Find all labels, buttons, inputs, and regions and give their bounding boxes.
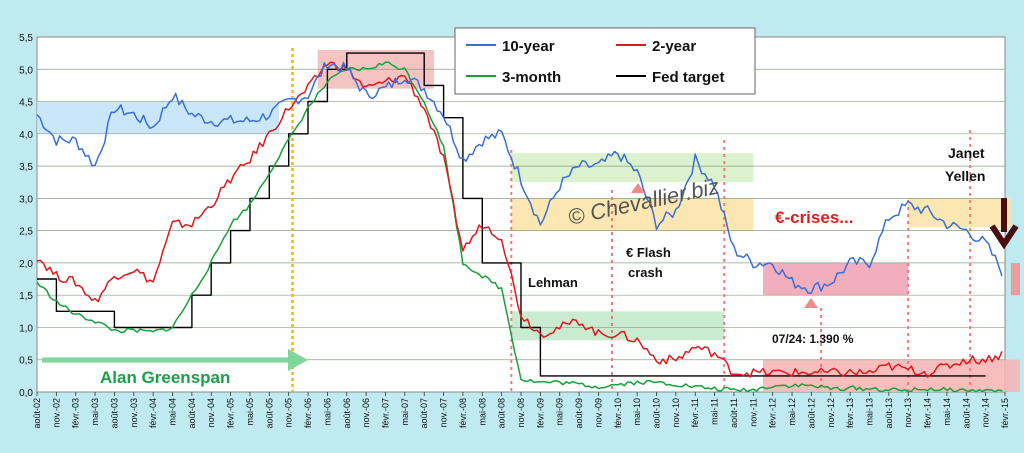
x-tick-label: févr.-04 [148,398,158,428]
legend-box [454,27,756,95]
y-tick-label: 1,0 [19,323,33,334]
annotation-lehman: Lehman [528,275,578,290]
x-tick-label: mai-05 [245,398,255,426]
x-tick-label: août-07 [419,398,429,429]
x-tick-label: févr.-14 [923,398,933,428]
x-tick-label: nov.-10 [671,398,681,427]
y-tick-label: 4,5 [19,98,33,109]
y-tick-label: 2,0 [19,259,33,270]
x-tick-label: nov.-03 [129,398,139,427]
x-tick-label: févr.-15 [1000,398,1010,428]
x-tick-label: mai-11 [710,398,720,425]
x-tick-label: mai-10 [632,398,642,426]
highlight-bands [37,49,1020,392]
yellen-arrowhead [989,224,1019,250]
y-tick-label: 0,5 [19,356,33,367]
series-lines [36,52,1003,393]
x-tick-label: nov.-09 [593,398,603,427]
x-tick-label: mai-06 [322,398,332,426]
legend-label-10-year: 10-year [502,38,555,55]
x-tick-label: nov.-08 [516,398,526,427]
x-tick-label: août-14 [961,398,971,429]
annotation-greenspan: Alan Greenspan [100,368,230,387]
x-tick-label: mai-04 [168,398,178,426]
x-tick-label: févr.-08 [458,398,468,428]
x-tick-label: août-04 [187,398,197,429]
x-tick-label: août-06 [342,398,352,429]
x-tick-label: nov.-12 [826,398,836,427]
annotation-yellen-2: Yellen [945,168,985,184]
legend-label-2-year: 2-year [652,38,696,55]
x-tick-label: août-12 [806,398,816,429]
series-line-2-year [36,61,1003,378]
legend-label-fed-target: Fed target [652,69,725,86]
legend: 10-year 2-year 3-month Fed target [454,27,756,95]
x-tick-label: févr.-10 [613,398,623,428]
annotation-flash-1: € Flash [626,245,671,260]
low-note-arrowhead [804,298,818,308]
series-line-3-month [36,61,1003,393]
x-tick-label: nov.-06 [361,398,371,427]
x-axis-labels: août-02 nov.-02 févr.-03 mai-03 août-03 nov.-… [32,392,1010,429]
x-tick-label: août-02 [32,398,42,429]
event-markers [291,48,972,392]
x-tick-label: août-13 [884,398,894,429]
x-tick-label: févr.-06 [303,398,313,428]
x-tick-label: nov.-11 [748,398,758,427]
annotation-crises: €-crises... [775,208,853,227]
annotation-flash-2: crash [628,265,663,280]
x-tick-label: mai-09 [555,398,565,426]
x-tick-label: août-05 [264,398,274,429]
x-tick-label: févr.-03 [71,398,81,428]
x-tick-label: mai-13 [864,398,874,426]
x-tick-label: nov.-14 [981,398,991,427]
annotations: Alan Greenspan Lehman € Flash crash €-cr… [42,145,1019,387]
y-axis-labels: 0,0 0,5 1,0 1,5 2,0 2,5 3,0 3,5 4,0 4,5 5,0 5,5 [19,33,33,399]
x-tick-label: août-03 [109,398,119,429]
y-tick-label: 5,0 [19,65,33,76]
y-tick-label: 5,5 [19,33,33,44]
y-tick-label: 0,0 [19,388,33,399]
x-tick-label: mai-14 [942,398,952,426]
x-tick-label: févr.-09 [535,398,545,428]
flash-crash-arrowhead [631,183,645,193]
x-tick-label: mai-12 [787,398,797,426]
x-tick-label: mai-08 [477,398,487,426]
x-tick-label: nov.-05 [284,398,294,427]
annotation-yellen-1: Janet [948,145,985,161]
annotation-low-note: 07/24: 1.390 % [772,332,854,346]
x-tick-label: mai-03 [90,398,100,426]
x-tick-label: août-09 [574,398,584,429]
x-tick-label: mai-07 [400,398,410,426]
y-tick-label: 1,5 [19,291,33,302]
highlight-band-0 [37,101,279,134]
y-tick-label: 3,0 [19,194,33,205]
legend-label-3-month: 3-month [502,69,561,86]
highlight-band-6 [908,198,1011,228]
highlight-band-3 [511,198,754,231]
y-tick-label: 3,5 [19,162,33,173]
x-tick-label: nov.-13 [903,398,913,427]
greenspan-arrowhead [288,349,308,371]
x-tick-label: nov.-02 [51,398,61,427]
x-tick-label: févr.-11 [690,398,700,427]
y-tick-label: 2,5 [19,227,33,238]
x-tick-label: nov.-04 [206,398,216,427]
x-tick-label: août-08 [497,398,507,429]
x-tick-label: août-10 [652,398,662,429]
series-line-10-year [36,61,1003,294]
x-tick-label: févr.-12 [768,398,778,428]
x-tick-label: nov.-07 [439,398,449,427]
x-tick-label: févr.-05 [226,398,236,428]
x-tick-label: août-11 [729,398,739,428]
x-tick-label: févr.-07 [380,398,390,428]
y-tick-label: 4,0 [19,130,33,141]
x-tick-label: févr.-13 [845,398,855,428]
highlight-band-8 [1010,262,1020,296]
